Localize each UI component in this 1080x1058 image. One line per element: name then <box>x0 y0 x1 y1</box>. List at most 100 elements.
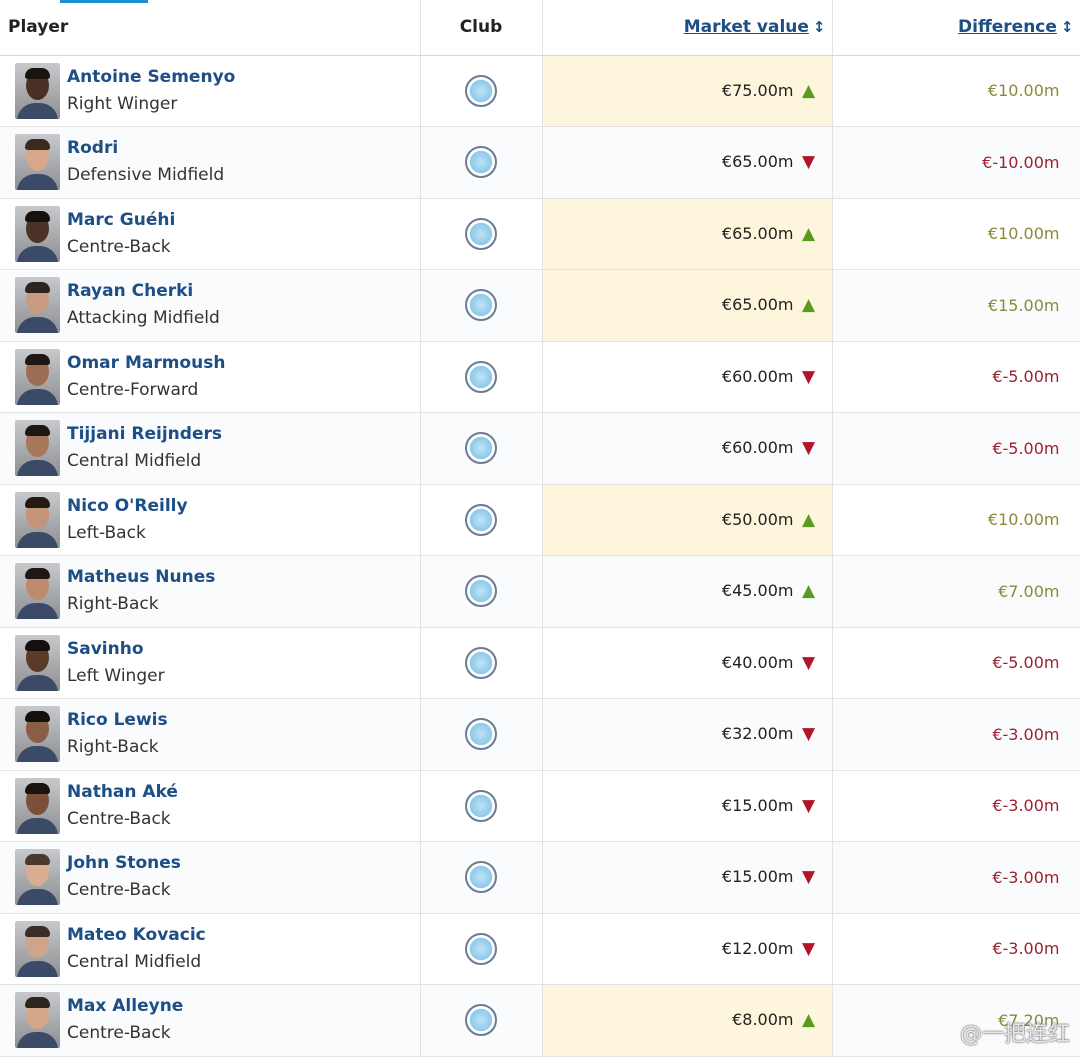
table-row: Savinho Left Winger €40.00m ▼ €-5.00m <box>0 627 1080 699</box>
player-photo[interactable] <box>15 62 60 119</box>
table-row: Matheus Nunes Right-Back €45.00m ▲ €7.00m <box>0 555 1080 628</box>
player-cell: Savinho Left Winger <box>0 627 421 699</box>
club-crest-icon[interactable] <box>465 146 497 179</box>
player-photo[interactable] <box>15 777 60 834</box>
value-difference: €-5.00m <box>992 438 1060 458</box>
player-photo[interactable] <box>15 205 60 262</box>
club-cell <box>420 627 543 699</box>
difference-cell: €7.20m <box>832 984 1080 1057</box>
club-crest-icon[interactable] <box>465 360 497 393</box>
club-crest-icon[interactable] <box>465 432 497 465</box>
player-photo[interactable] <box>15 849 60 906</box>
difference-cell: €7.00m <box>832 555 1080 628</box>
difference-cell: €-3.00m <box>832 770 1080 842</box>
player-cell: Tijjani Reijnders Central Midfield <box>0 412 421 485</box>
difference-cell: €-5.00m <box>832 341 1080 413</box>
player-cell: John Stones Centre-Back <box>0 841 421 914</box>
market-value-cell: €15.00m ▼ <box>542 770 833 842</box>
market-value-cell: €12.00m ▼ <box>542 913 833 985</box>
club-crest-icon[interactable] <box>465 575 497 608</box>
player-name-link[interactable]: Antoine Semenyo <box>67 66 236 87</box>
hair-shape <box>25 997 50 1009</box>
player-photo[interactable] <box>15 706 60 763</box>
hair-shape <box>25 67 50 79</box>
player-position: Centre-Back <box>67 236 171 257</box>
arrow-up-icon: ▲ <box>801 223 816 244</box>
market-value-cell: €65.00m ▲ <box>542 269 833 342</box>
club-crest-icon[interactable] <box>465 646 497 679</box>
player-photo[interactable] <box>15 563 60 620</box>
player-photo[interactable] <box>15 491 60 548</box>
player-name-link[interactable]: Nico O'Reilly <box>67 495 188 516</box>
table-row: Omar Marmoush Centre-Forward €60.00m ▼ €-… <box>0 341 1080 413</box>
market-value-cell: €32.00m ▼ <box>542 698 833 771</box>
sort-icon[interactable]: ↕ <box>1060 18 1074 37</box>
table-row: Marc Guéhi Centre-Back €65.00m ▲ €10.00m <box>0 198 1080 270</box>
market-value-cell: €45.00m ▲ <box>542 555 833 628</box>
table-row: Nico O'Reilly Left-Back €50.00m ▲ €10.00m <box>0 484 1080 556</box>
player-photo[interactable] <box>15 348 60 405</box>
player-name-link[interactable]: Rico Lewis <box>67 710 168 731</box>
player-photo[interactable] <box>15 992 60 1049</box>
player-name-link[interactable]: Marc Guéhi <box>67 209 176 230</box>
player-photo[interactable] <box>15 134 60 191</box>
hair-shape <box>25 925 50 937</box>
table-row: Tijjani Reijnders Central Midfield €60.0… <box>0 412 1080 485</box>
player-name-link[interactable]: Max Alleyne <box>67 996 184 1017</box>
player-name-link[interactable]: John Stones <box>67 853 181 874</box>
market-value-cell: €8.00m ▲ <box>542 984 833 1057</box>
club-crest-icon[interactable] <box>465 503 497 536</box>
player-photo[interactable] <box>15 420 60 477</box>
player-cell: Rico Lewis Right-Back <box>0 698 421 771</box>
player-name-link[interactable]: Omar Marmoush <box>67 352 226 373</box>
player-name-link[interactable]: Nathan Aké <box>67 781 178 802</box>
club-cell <box>420 913 543 985</box>
hair-shape <box>25 425 50 437</box>
player-cell: Rodri Defensive Midfield <box>0 126 421 199</box>
market-value-sort-link[interactable]: Market value <box>683 17 809 38</box>
club-cell <box>420 698 543 771</box>
player-name-link[interactable]: Rodri <box>67 138 119 159</box>
difference-sort-link[interactable]: Difference <box>958 17 1057 38</box>
player-name-link[interactable]: Tijjani Reijnders <box>67 424 222 445</box>
club-crest-icon[interactable] <box>465 861 497 894</box>
value-difference: €7.20m <box>998 1010 1060 1030</box>
player-name-link[interactable]: Matheus Nunes <box>67 567 216 588</box>
table-row: John Stones Centre-Back €15.00m ▼ €-3.00m <box>0 841 1080 914</box>
market-value: €65.00m <box>721 295 794 315</box>
player-photo[interactable] <box>15 920 60 977</box>
club-crest-icon[interactable] <box>465 74 497 107</box>
difference-cell: €-5.00m <box>832 627 1080 699</box>
market-value: €60.00m <box>721 438 794 458</box>
club-cell <box>420 341 543 413</box>
player-position: Right Winger <box>67 93 178 114</box>
market-value: €8.00m <box>732 1010 794 1030</box>
difference-cell: €10.00m <box>832 484 1080 556</box>
market-value: €65.00m <box>721 223 794 243</box>
arrow-up-icon: ▲ <box>801 509 816 530</box>
player-photo[interactable] <box>15 277 60 334</box>
club-crest-icon[interactable] <box>465 718 497 751</box>
player-name-link[interactable]: Mateo Kovacic <box>67 924 206 945</box>
arrow-down-icon: ▼ <box>801 652 816 673</box>
market-value-column-header[interactable]: Market value ↕ <box>542 0 833 56</box>
value-difference: €10.00m <box>987 224 1060 244</box>
value-difference: €-5.00m <box>992 653 1060 673</box>
player-cell: Nico O'Reilly Left-Back <box>0 484 421 556</box>
club-crest-icon[interactable] <box>465 217 497 250</box>
arrow-up-icon: ▲ <box>801 80 816 101</box>
value-difference: €-3.00m <box>992 939 1060 959</box>
player-photo[interactable] <box>15 634 60 691</box>
player-name-link[interactable]: Savinho <box>67 638 144 659</box>
club-crest-icon[interactable] <box>465 932 497 965</box>
difference-column-header[interactable]: Difference ↕ <box>832 0 1080 56</box>
club-crest-icon[interactable] <box>465 1004 497 1037</box>
market-value: €32.00m <box>721 724 794 744</box>
market-value: €12.00m <box>721 938 794 958</box>
club-crest-icon[interactable] <box>465 289 497 322</box>
player-name-link[interactable]: Rayan Cherki <box>67 281 194 302</box>
player-position: Left Winger <box>67 665 165 686</box>
club-crest-icon[interactable] <box>465 789 497 822</box>
club-cell <box>420 770 543 842</box>
sort-icon[interactable]: ↕ <box>812 18 826 37</box>
